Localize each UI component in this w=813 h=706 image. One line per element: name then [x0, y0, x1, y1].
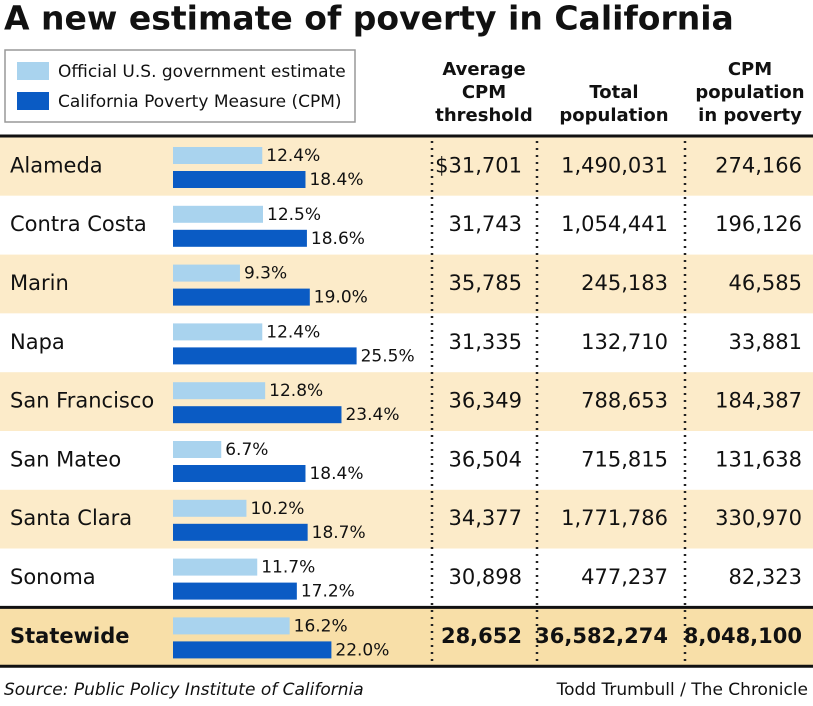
value-label: 9.3%: [244, 264, 287, 284]
column-header: Average: [442, 59, 525, 80]
table-cell: 196,126: [715, 212, 802, 236]
bar: [173, 229, 307, 247]
column-header: Total: [589, 82, 638, 103]
row-label: Alameda: [10, 153, 103, 177]
bar: [173, 523, 308, 541]
row-label: San Mateo: [10, 447, 121, 471]
table-cell: 330,970: [715, 506, 802, 530]
value-label: 19.0%: [314, 288, 368, 308]
bar: [173, 347, 357, 365]
value-label: 11.7%: [261, 558, 315, 578]
value-label: 12.5%: [267, 205, 321, 225]
value-label: 22.0%: [335, 640, 389, 660]
table-cell: 33,881: [729, 330, 802, 354]
row-background: [0, 431, 813, 490]
table-cell: 184,387: [715, 389, 802, 413]
value-label: 25.5%: [361, 346, 415, 366]
bar: [173, 147, 263, 164]
bar: [173, 382, 266, 400]
value-label: 16.2%: [294, 616, 348, 636]
bar: [173, 264, 240, 282]
row-background: [0, 137, 813, 196]
value-label: 17.2%: [301, 582, 355, 602]
row-background: [0, 372, 813, 431]
table-cell: 274,166: [715, 153, 802, 177]
legend-box: [4, 49, 356, 123]
value-label: 18.4%: [309, 170, 363, 190]
bar: [173, 406, 342, 424]
table-cell: 36,504: [449, 447, 522, 471]
column-header: threshold: [435, 105, 532, 126]
column-header: population: [559, 105, 668, 126]
table-cell: $31,701: [435, 153, 522, 177]
table-cell: 31,335: [449, 330, 522, 354]
value-label: 6.7%: [225, 440, 268, 460]
table-cell: 8,048,100: [684, 624, 802, 648]
bar: [173, 441, 222, 458]
table-cell: 30,898: [449, 565, 522, 589]
value-label: 18.6%: [311, 229, 365, 249]
row-label: Santa Clara: [10, 506, 132, 530]
bar: [173, 499, 247, 517]
row-label: Napa: [10, 330, 65, 354]
column-header: CPM: [728, 59, 772, 80]
chart-title: A new estimate of poverty in California: [4, 0, 734, 38]
table-cell: 46,585: [729, 271, 802, 295]
bar: [173, 205, 263, 223]
table-cell: 28,652: [441, 624, 522, 648]
row-background: [0, 254, 813, 314]
value-label: 10.2%: [250, 499, 304, 519]
table-cell: 788,653: [581, 389, 668, 413]
bar: [173, 582, 297, 600]
bar: [173, 641, 332, 659]
row-background: [0, 195, 813, 255]
table-cell: 131,638: [715, 447, 802, 471]
table-cell: 36,349: [449, 389, 522, 413]
value-label: 18.7%: [312, 523, 366, 543]
legend-label: Official U.S. government estimate: [58, 62, 346, 82]
bar: [173, 617, 290, 635]
column-header: CPM: [462, 82, 506, 103]
bar: [173, 288, 310, 306]
row-label: Sonoma: [10, 565, 96, 589]
table-cell: 715,815: [581, 447, 668, 471]
value-label: 12.4%: [266, 322, 320, 342]
row-label: San Francisco: [10, 389, 154, 413]
column-header: in poverty: [698, 105, 802, 126]
column-header: population: [695, 82, 804, 103]
row-background: [0, 489, 813, 549]
table-cell: 82,323: [729, 565, 802, 589]
value-label: 18.4%: [309, 464, 363, 484]
table-cell: 1,054,441: [561, 212, 668, 236]
row-background: [0, 548, 813, 608]
value-label: 12.8%: [269, 381, 323, 401]
bar: [173, 558, 258, 576]
table-cell: 477,237: [581, 565, 668, 589]
value-label: 12.4%: [266, 146, 320, 166]
bar: [173, 465, 306, 482]
table-cell: 34,377: [449, 506, 522, 530]
table-cell: 31,743: [449, 212, 522, 236]
table-cell: 1,490,031: [561, 153, 668, 177]
source: Source: Public Policy Institute of Calif…: [4, 680, 364, 700]
table-cell: 245,183: [581, 271, 668, 295]
legend-swatch: [17, 92, 49, 110]
row-background: [0, 313, 813, 373]
value-label: 23.4%: [345, 405, 399, 425]
table-cell: 36,582,274: [535, 624, 668, 648]
bar: [173, 323, 263, 341]
row-label: Marin: [10, 271, 69, 295]
row-label: Statewide: [10, 624, 130, 648]
table-cell: 132,710: [581, 330, 668, 354]
table-cell: 35,785: [449, 271, 522, 295]
credit: Todd Trumbull / The Chronicle: [556, 680, 808, 700]
legend-label: California Poverty Measure (CPM): [58, 92, 342, 112]
row-background: [0, 607, 813, 667]
legend-swatch: [17, 62, 49, 80]
bar: [173, 171, 306, 188]
table-cell: 1,771,786: [561, 506, 668, 530]
row-label: Contra Costa: [10, 212, 147, 236]
